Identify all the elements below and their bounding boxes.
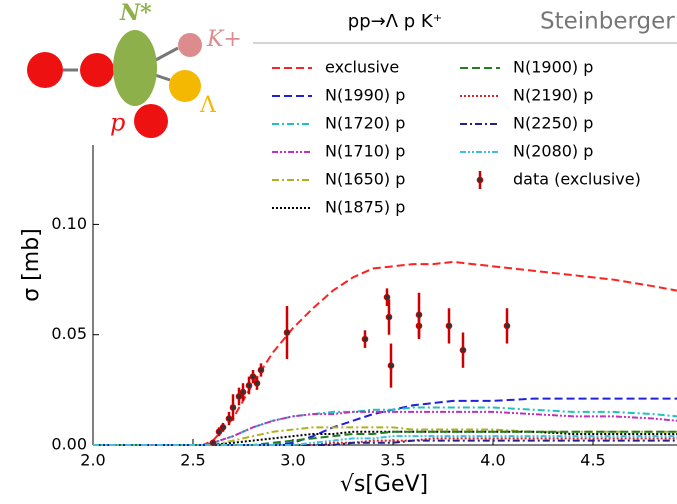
- chart-title: pp→Λ p K⁺: [348, 11, 442, 32]
- lambda: [169, 70, 201, 102]
- data-point: [503, 322, 511, 330]
- y-axis-label: σ [mb]: [19, 228, 44, 302]
- proton: [134, 104, 168, 138]
- resonance: [113, 30, 157, 106]
- data-point: [445, 322, 453, 330]
- data-point: [219, 424, 227, 431]
- diagram-label: Λ: [199, 93, 217, 118]
- series-line: [93, 435, 677, 446]
- data-point: [385, 313, 393, 321]
- diagram: N* K+ Λ p: [27, 0, 242, 138]
- legend-label: N(1710) p: [325, 142, 405, 161]
- data-point: [415, 311, 423, 319]
- proton: [27, 52, 63, 88]
- diagram-label: p: [110, 109, 125, 137]
- x-tick-label: 4.5: [580, 451, 605, 470]
- diagram-label: K+: [206, 27, 242, 52]
- x-axis-label: √s[GeV]: [340, 472, 428, 497]
- series-line: [93, 430, 677, 446]
- x-tick-label: 3.5: [380, 451, 405, 470]
- legend-label: N(2080) p: [513, 142, 593, 161]
- chart-subtitle: Steinberger et: [540, 9, 677, 35]
- x-tick-label: 2.5: [180, 451, 205, 470]
- legend-label: N(1875) p: [325, 198, 405, 217]
- legend-label: N(1900) p: [513, 58, 593, 77]
- legend-label: N(2190) p: [513, 86, 593, 105]
- data-point: [283, 329, 291, 336]
- data-point: [387, 362, 395, 369]
- data-point: [225, 415, 233, 422]
- legend-label: N(1990) p: [325, 86, 405, 105]
- data-point: [239, 388, 247, 396]
- x-tick-label: 3.0: [280, 451, 305, 470]
- y-tick-label: 0.00: [51, 435, 87, 454]
- series-line: [93, 260, 677, 446]
- legend-label: N(2250) p: [513, 114, 593, 133]
- data-point: [209, 439, 217, 447]
- x-tick-label: 2.0: [80, 451, 105, 470]
- data-point: [229, 404, 237, 411]
- y-tick-label: 0.05: [51, 324, 87, 343]
- data-point: [361, 335, 369, 343]
- legend-label: exclusive: [325, 58, 399, 77]
- legend-label: N(1720) p: [325, 114, 405, 133]
- data-point: [253, 379, 261, 387]
- data-point: [245, 382, 253, 389]
- legend-label: N(1650) p: [325, 170, 405, 189]
- proton: [80, 53, 114, 87]
- data-point: [459, 346, 467, 354]
- diagram-label: N*: [119, 0, 152, 26]
- series-line: [93, 410, 677, 446]
- y-tick-label: 0.10: [51, 214, 87, 233]
- legend-swatch: [476, 176, 484, 184]
- legend-label: data (exclusive): [513, 170, 641, 189]
- kaon: [178, 33, 202, 57]
- data-point: [249, 373, 257, 380]
- x-tick-label: 4.0: [480, 451, 505, 470]
- data-point: [383, 293, 391, 301]
- data-point: [257, 366, 265, 374]
